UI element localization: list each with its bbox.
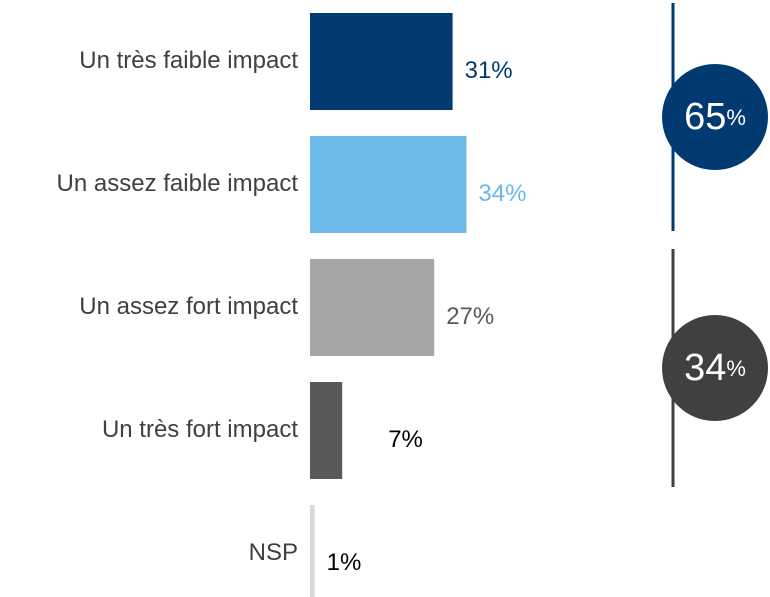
category-label: NSP — [249, 539, 298, 566]
bar — [310, 13, 453, 110]
bar — [310, 259, 435, 356]
summary-value: 34 — [684, 347, 726, 389]
category-label: Un très fort impact — [102, 416, 298, 443]
value-label: 7% — [388, 426, 423, 453]
summary-unit: % — [726, 356, 746, 381]
summary-unit: % — [726, 105, 746, 130]
value-label: 1% — [327, 549, 362, 576]
value-label: 27% — [446, 303, 494, 330]
value-label: 34% — [478, 180, 526, 207]
bar — [310, 382, 343, 479]
summary-label: 34% — [684, 347, 746, 389]
summary-circle — [662, 64, 768, 170]
category-label: Un assez fort impact — [79, 293, 298, 320]
category-label: Un très faible impact — [79, 47, 298, 74]
category-label: Un assez faible impact — [57, 170, 299, 197]
summary-label: 65% — [684, 96, 746, 138]
bar — [310, 505, 315, 597]
bar — [310, 136, 467, 233]
value-label: 31% — [465, 57, 513, 84]
summary-value: 65 — [684, 96, 726, 138]
summary-circle — [662, 315, 768, 421]
